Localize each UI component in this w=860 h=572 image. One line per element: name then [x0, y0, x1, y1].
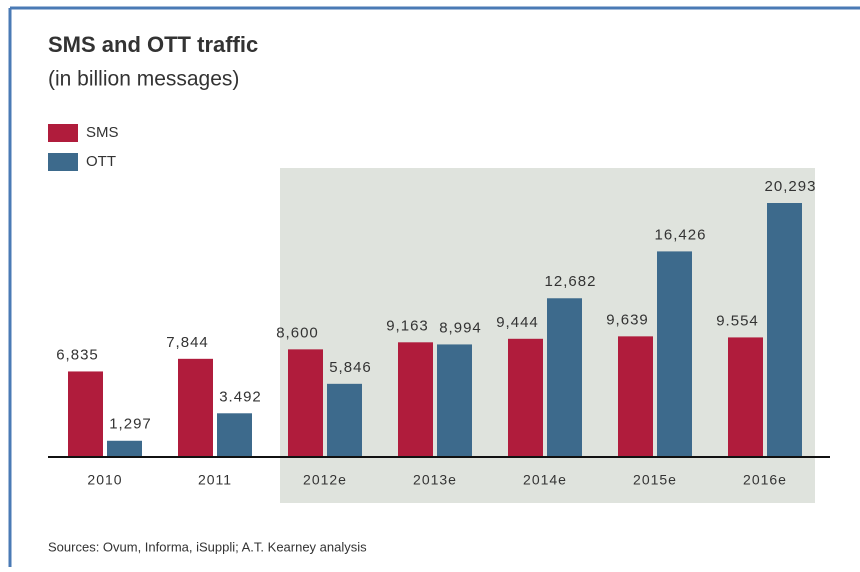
bar — [327, 383, 362, 457]
bar — [398, 342, 433, 457]
source: Sources: Ovum, Informa, iSuppli; A.T. Ke… — [48, 539, 367, 554]
chart-subtitle: (in billion messages) — [48, 68, 239, 91]
bar — [68, 371, 103, 457]
bar — [547, 298, 582, 457]
legend-label: OTT — [86, 153, 116, 170]
bar — [657, 251, 692, 457]
bar — [437, 344, 472, 457]
legend-label: SMS — [86, 124, 119, 141]
value-label: 12,682 — [545, 273, 597, 290]
x-tick-label: 2016e — [743, 472, 787, 488]
value-label: 1,297 — [109, 416, 152, 433]
value-label: 16,426 — [655, 226, 707, 243]
value-label: 6,835 — [56, 346, 99, 363]
x-tick-label: 2012e — [303, 472, 347, 488]
x-tick-label: 2015e — [633, 472, 677, 488]
value-label: 8,994 — [439, 319, 482, 336]
legend-swatch — [48, 153, 78, 171]
chart-title: SMS and OTT traffic — [48, 32, 258, 57]
value-label: 9,639 — [606, 311, 649, 328]
x-tick-label: 2013e — [413, 472, 457, 488]
value-label: 3.492 — [219, 388, 262, 405]
bar — [217, 413, 252, 457]
bar — [107, 440, 142, 457]
value-label: 9,444 — [496, 314, 539, 331]
value-label: 20,293 — [765, 178, 817, 195]
value-label: 8,600 — [276, 324, 319, 341]
x-tick-label: 2011 — [198, 472, 232, 488]
x-tick-label: 2010 — [87, 472, 122, 488]
value-label: 9.554 — [716, 312, 759, 329]
value-label: 5,846 — [329, 359, 372, 376]
bar — [508, 338, 543, 457]
bar — [767, 203, 802, 457]
bar — [288, 349, 323, 457]
bar — [178, 358, 213, 457]
legend-swatch — [48, 124, 78, 142]
value-label: 7,844 — [166, 334, 209, 351]
bar — [728, 337, 763, 457]
x-tick-label: 2014e — [523, 472, 567, 488]
value-label: 9,163 — [386, 317, 429, 334]
bar — [618, 336, 653, 457]
